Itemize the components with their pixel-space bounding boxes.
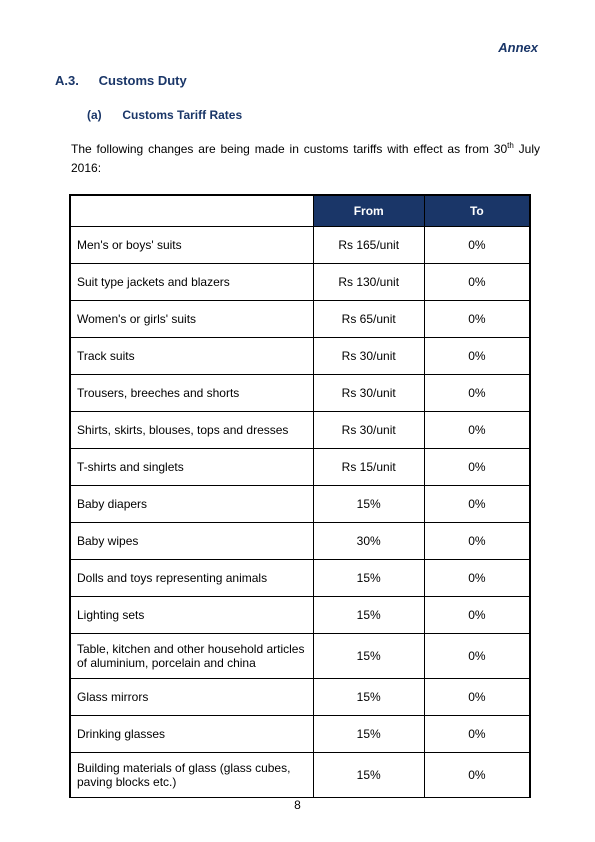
intro-sup: th bbox=[507, 141, 514, 150]
cell-description: Track suits bbox=[70, 338, 313, 375]
section-number: A.3. bbox=[55, 73, 95, 88]
cell-from: Rs 165/unit bbox=[313, 227, 424, 264]
cell-from: 15% bbox=[313, 634, 424, 679]
cell-description: T-shirts and singlets bbox=[70, 449, 313, 486]
cell-from: 15% bbox=[313, 486, 424, 523]
cell-from: 15% bbox=[313, 560, 424, 597]
intro-paragraph: The following changes are being made in … bbox=[71, 140, 540, 178]
cell-from: 15% bbox=[313, 716, 424, 753]
cell-description: Dolls and toys representing animals bbox=[70, 560, 313, 597]
table-row: Track suitsRs 30/unit0% bbox=[70, 338, 530, 375]
cell-description: Trousers, breeches and shorts bbox=[70, 375, 313, 412]
table-row: Drinking glasses15%0% bbox=[70, 716, 530, 753]
table-row: Women's or girls' suitsRs 65/unit0% bbox=[70, 301, 530, 338]
cell-description: Table, kitchen and other household artic… bbox=[70, 634, 313, 679]
cell-to: 0% bbox=[424, 679, 530, 716]
section-heading: A.3. Customs Duty bbox=[55, 73, 540, 88]
table-row: Table, kitchen and other household artic… bbox=[70, 634, 530, 679]
subsection-title-text: Customs Tariff Rates bbox=[122, 108, 242, 122]
cell-from: 15% bbox=[313, 597, 424, 634]
cell-description: Baby diapers bbox=[70, 486, 313, 523]
cell-description: Lighting sets bbox=[70, 597, 313, 634]
cell-to: 0% bbox=[424, 412, 530, 449]
section-title-text: Customs Duty bbox=[99, 73, 187, 88]
cell-from: Rs 30/unit bbox=[313, 375, 424, 412]
cell-to: 0% bbox=[424, 560, 530, 597]
cell-to: 0% bbox=[424, 449, 530, 486]
table-row: Building materials of glass (glass cubes… bbox=[70, 753, 530, 798]
cell-description: Glass mirrors bbox=[70, 679, 313, 716]
cell-from: Rs 130/unit bbox=[313, 264, 424, 301]
cell-from: Rs 65/unit bbox=[313, 301, 424, 338]
cell-to: 0% bbox=[424, 264, 530, 301]
cell-to: 0% bbox=[424, 227, 530, 264]
cell-to: 0% bbox=[424, 486, 530, 523]
tariff-table: From To Men's or boys' suitsRs 165/unit0… bbox=[69, 194, 531, 798]
cell-from: Rs 15/unit bbox=[313, 449, 424, 486]
table-row: T-shirts and singletsRs 15/unit0% bbox=[70, 449, 530, 486]
table-row: Baby wipes30%0% bbox=[70, 523, 530, 560]
table-row: Shirts, skirts, blouses, tops and dresse… bbox=[70, 412, 530, 449]
cell-to: 0% bbox=[424, 753, 530, 798]
table-row: Glass mirrors15%0% bbox=[70, 679, 530, 716]
table-row: Lighting sets15%0% bbox=[70, 597, 530, 634]
cell-to: 0% bbox=[424, 716, 530, 753]
cell-from: 30% bbox=[313, 523, 424, 560]
header-from: From bbox=[313, 195, 424, 227]
header-blank bbox=[70, 195, 313, 227]
cell-to: 0% bbox=[424, 523, 530, 560]
table-row: Baby diapers15%0% bbox=[70, 486, 530, 523]
table-row: Suit type jackets and blazersRs 130/unit… bbox=[70, 264, 530, 301]
cell-from: Rs 30/unit bbox=[313, 338, 424, 375]
table-row: Trousers, breeches and shortsRs 30/unit0… bbox=[70, 375, 530, 412]
cell-to: 0% bbox=[424, 634, 530, 679]
cell-to: 0% bbox=[424, 597, 530, 634]
cell-to: 0% bbox=[424, 375, 530, 412]
cell-description: Shirts, skirts, blouses, tops and dresse… bbox=[70, 412, 313, 449]
document-page: Annex A.3. Customs Duty (a) Customs Tari… bbox=[0, 0, 595, 842]
subsection-letter: (a) bbox=[87, 108, 119, 122]
cell-from: 15% bbox=[313, 753, 424, 798]
cell-from: 15% bbox=[313, 679, 424, 716]
table-row: Men's or boys' suitsRs 165/unit0% bbox=[70, 227, 530, 264]
cell-description: Men's or boys' suits bbox=[70, 227, 313, 264]
header-to: To bbox=[424, 195, 530, 227]
cell-description: Drinking glasses bbox=[70, 716, 313, 753]
table-header-row: From To bbox=[70, 195, 530, 227]
cell-description: Baby wipes bbox=[70, 523, 313, 560]
table-body: Men's or boys' suitsRs 165/unit0%Suit ty… bbox=[70, 227, 530, 798]
cell-to: 0% bbox=[424, 338, 530, 375]
cell-to: 0% bbox=[424, 301, 530, 338]
cell-description: Women's or girls' suits bbox=[70, 301, 313, 338]
page-number: 8 bbox=[0, 798, 595, 812]
cell-description: Suit type jackets and blazers bbox=[70, 264, 313, 301]
cell-description: Building materials of glass (glass cubes… bbox=[70, 753, 313, 798]
header-annex: Annex bbox=[55, 40, 540, 55]
table-row: Dolls and toys representing animals15%0% bbox=[70, 560, 530, 597]
intro-pre: The following changes are being made in … bbox=[71, 142, 507, 156]
subsection-heading: (a) Customs Tariff Rates bbox=[87, 108, 540, 122]
cell-from: Rs 30/unit bbox=[313, 412, 424, 449]
